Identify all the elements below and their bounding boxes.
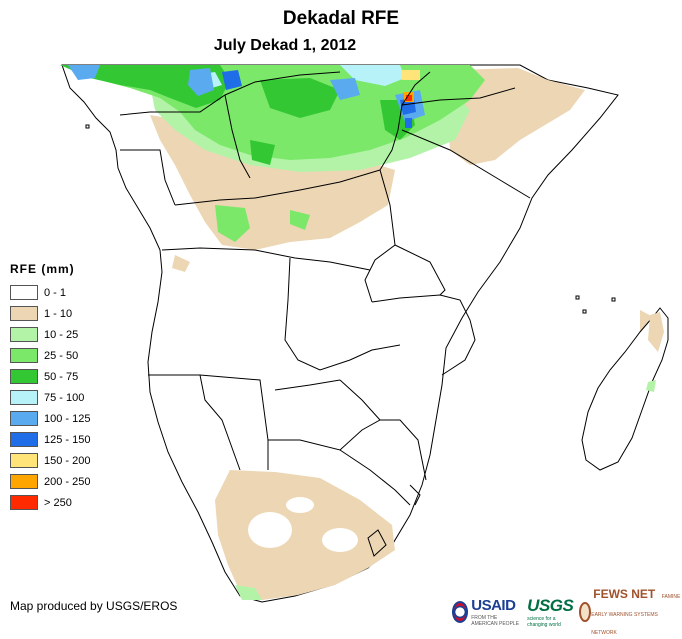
legend-label: 125 - 150 [44,433,91,446]
map-subtitle: July Dekad 1, 2012 [213,37,357,54]
fews-net-logo: FEWS NET FAMINE EARLY WARNING SYSTEMS NE… [579,585,682,639]
legend-label: 1 - 10 [44,307,73,320]
usaid-wordmark: USAID [471,597,516,614]
legend-row: 75 - 100 [10,387,90,408]
legend-swatch [10,474,38,489]
rfe-0-1-patches [248,497,358,552]
legend-swatch [10,348,38,363]
legend-row: 50 - 75 [10,366,90,387]
legend-label: 150 - 200 [44,454,91,467]
legend-label: > 250 [44,496,72,509]
legend-label: 200 - 250 [44,475,91,488]
madagascar-outline [581,307,669,471]
madagascar-tan-area [648,312,664,352]
legend-swatch [10,390,38,405]
legend-swatch [10,306,38,321]
legend-row: 150 - 200 [10,450,90,471]
legend-label: 10 - 25 [44,328,79,341]
usgs-wordmark: USGS [527,596,574,615]
legend-row: 125 - 150 [10,429,90,450]
country-boundaries [119,71,531,557]
legend-label: 50 - 75 [44,370,79,383]
legend-rows: 0 - 1 1 - 10 10 - 25 25 - 50 50 - 75 75 - 100… [10,282,90,513]
legend-swatch [10,285,38,300]
legend-row: > 250 [10,492,90,513]
credit-text: Map produced by USGS/EROS [10,599,178,613]
fews-emblem-icon [579,602,592,622]
madagascar-green-patch [646,380,656,392]
usaid-tagline: FROM THE AMERICAN PEOPLE [471,615,520,627]
legend-label: 0 - 1 [44,286,67,299]
legend-row: 0 - 1 [10,282,90,303]
legend-swatch [10,453,38,468]
legend-row: 1 - 10 [10,303,90,324]
legend-label: 100 - 125 [44,412,91,425]
usgs-logo: USGS science for a changing world [527,596,574,628]
map-title: Dekadal RFE [282,8,400,29]
rfe-50-75-areas [60,65,415,165]
legend-row: 25 - 50 [10,345,90,366]
legend-row: 10 - 25 [10,324,90,345]
legend-swatch [10,432,38,447]
islands [85,124,616,314]
legend: RFE (mm) 0 - 1 1 - 10 10 - 25 25 - 50 50 - 7… [10,262,90,513]
legend-swatch [10,369,38,384]
legend-label: 75 - 100 [44,391,85,404]
usaid-seal-icon [452,601,469,623]
legend-row: 200 - 250 [10,471,90,492]
legend-title: RFE (mm) [10,262,75,276]
usgs-tagline: science for a changing world [527,616,561,628]
legend-row: 100 - 125 [10,408,90,429]
legend-swatch [10,327,38,342]
rainfall-map [60,64,669,603]
rfe-150-200-areas [402,70,420,80]
fews-wordmark: FEWS NET [593,587,656,601]
usaid-logo: USAID FROM THE AMERICAN PEOPLE [452,597,521,627]
legend-label: 25 - 50 [44,349,79,362]
logo-strip: USAID FROM THE AMERICAN PEOPLE USGS scie… [452,585,682,639]
legend-swatch [10,411,38,426]
legend-swatch [10,495,38,510]
